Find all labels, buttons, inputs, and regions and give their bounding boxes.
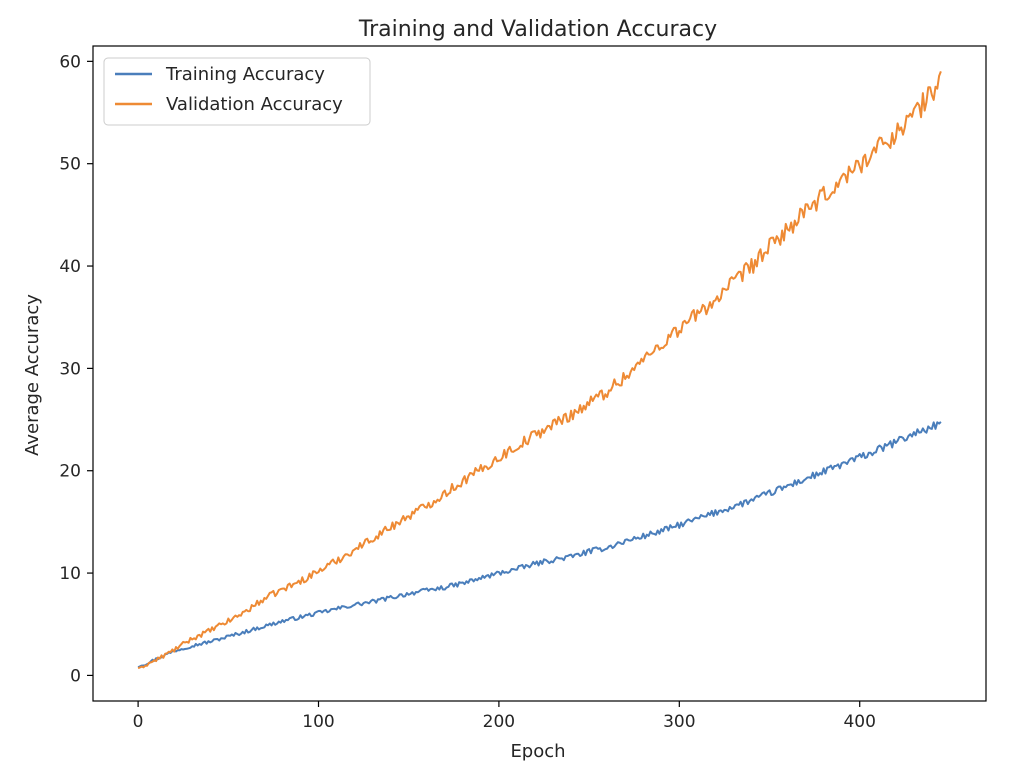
y-tick-label: 50 [59,155,81,175]
legend-label-validation: Validation Accuracy [166,94,343,115]
series-line-training [137,421,942,669]
plot-frame [92,45,987,702]
y-tick-label: 60 [59,52,81,72]
y-tick-label: 10 [59,564,81,584]
series-layer [137,71,942,670]
x-tick-label: 300 [663,712,695,732]
legend-label-training: Training Accuracy [165,64,325,85]
y-tick-label: 40 [59,257,81,277]
x-tick-label: 200 [483,712,515,732]
y-tick-label: 0 [70,666,81,686]
chart-title: Training and Validation Accuracy [358,17,717,42]
legend-box [103,57,371,126]
x-tick-label: 100 [302,712,334,732]
series-line-validation [137,71,942,670]
x-tick-label: 400 [843,712,875,732]
y-tick-label: 30 [59,359,81,379]
y-axis: 0 10 20 30 40 50 60 [59,52,93,686]
legend: Training Accuracy Validation Accuracy [103,57,371,126]
y-tick-label: 20 [59,462,81,482]
x-axis-label: Epoch [510,741,565,762]
x-tick-label: 0 [133,712,144,732]
y-axis-label: Average Accuracy [22,294,43,456]
x-axis: 0 100 200 300 400 [133,701,876,732]
